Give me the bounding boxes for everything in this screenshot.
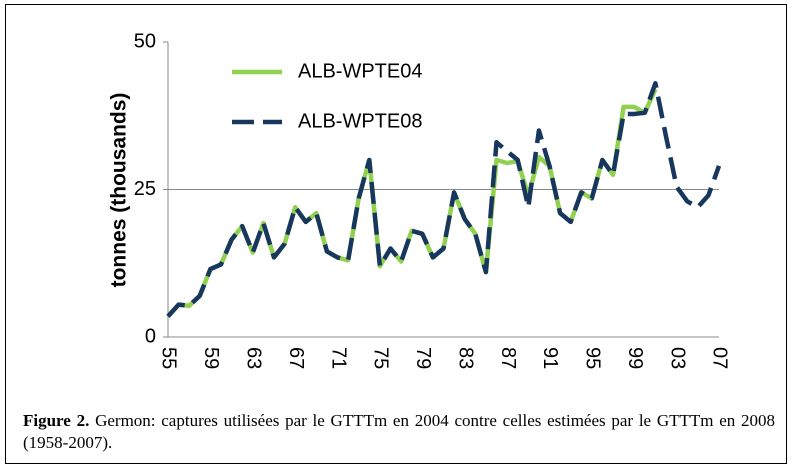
x-tick-label: 87 bbox=[497, 347, 519, 369]
x-tick-label: 71 bbox=[327, 347, 349, 369]
x-tick-label: 03 bbox=[666, 347, 688, 369]
x-tick-label: 95 bbox=[582, 347, 604, 369]
x-tick-label: 91 bbox=[539, 347, 561, 369]
figure-caption: Figure 2. Germon: captures utilisées par… bbox=[23, 410, 775, 454]
x-tick-label: 99 bbox=[624, 347, 646, 369]
legend-label: ALB-WPTE04 bbox=[298, 60, 422, 82]
y-tick-label: 25 bbox=[134, 178, 156, 200]
x-tick-label: 55 bbox=[158, 347, 180, 369]
y-tick-label: 0 bbox=[145, 325, 156, 347]
series-line bbox=[166, 81, 722, 318]
caption-label: Figure 2. bbox=[23, 411, 90, 430]
x-tick-label: 83 bbox=[454, 347, 476, 369]
legend-label: ALB-WPTE08 bbox=[298, 110, 422, 132]
x-tick-label: 79 bbox=[412, 347, 434, 369]
x-tick-label: 75 bbox=[370, 347, 392, 369]
x-tick-label: 07 bbox=[709, 347, 731, 369]
x-tick-label: 67 bbox=[285, 347, 307, 369]
caption-text: Germon: captures utilisées par le GTTTm … bbox=[23, 411, 776, 452]
y-tick-label: 50 bbox=[134, 30, 156, 52]
figure-frame bbox=[5, 4, 787, 464]
y-axis-label: tonnes (thousands) bbox=[108, 93, 131, 288]
x-tick-label: 59 bbox=[200, 347, 222, 369]
x-tick-label: 63 bbox=[242, 347, 264, 369]
